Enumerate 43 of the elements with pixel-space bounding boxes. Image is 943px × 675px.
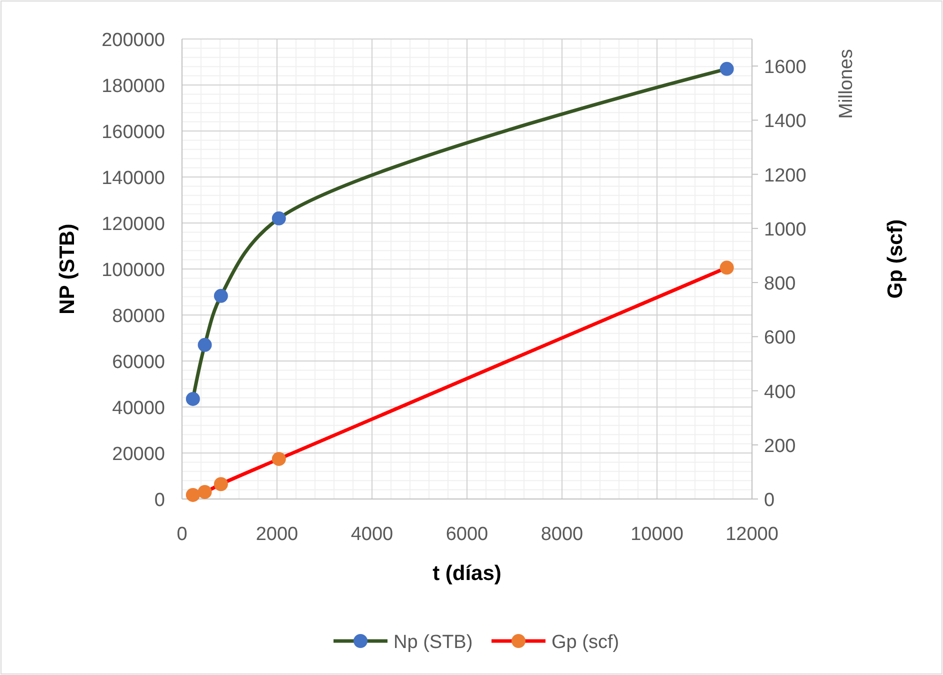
x-axis-title: t (días): [432, 562, 502, 585]
x-tick-label: 12000: [726, 524, 778, 545]
legend-label: Np (STB): [394, 632, 473, 653]
point: [720, 62, 734, 76]
point: [272, 211, 286, 226]
y2-tick-label: 1200: [764, 165, 806, 186]
y2-tick-label: 0: [764, 490, 775, 511]
y2-tick-label: 1000: [764, 219, 806, 240]
text: Millones: [836, 49, 857, 119]
x-tick-label: 10000: [630, 524, 684, 545]
y-tick-label: 100000: [102, 260, 165, 281]
y-tick-label: 200000: [102, 30, 165, 51]
x-tick-label: 8000: [540, 524, 584, 545]
y2-tick-label: 600: [764, 328, 796, 349]
y-tick-label: 80000: [112, 306, 165, 327]
y-axis-title: NP (STB): [56, 224, 79, 314]
x-tick-label: 4000: [350, 524, 394, 545]
y2-tick-label: 1400: [764, 111, 806, 132]
point: [186, 488, 200, 502]
legend-label: Gp (scf): [552, 632, 620, 653]
y-tick-label: 0: [154, 490, 165, 511]
y2-tick-label: 400: [764, 382, 796, 403]
y-tick-label: 20000: [112, 444, 165, 465]
y2-tick-label: 1600: [764, 57, 806, 78]
x-tick-label: 6000: [446, 524, 488, 545]
y2-axis-title: Gp (scf): [884, 219, 907, 299]
y-tick-label: 40000: [112, 398, 165, 419]
y-tick-label: 120000: [102, 214, 165, 235]
point: [198, 338, 212, 352]
point: [198, 484, 212, 499]
x-tick-label: 2000: [256, 524, 298, 545]
point: [186, 392, 200, 406]
y-tick-label: 60000: [112, 352, 165, 373]
point: [214, 477, 228, 492]
y-tick-label: 180000: [102, 76, 165, 97]
point: [272, 452, 286, 466]
point: [214, 288, 228, 303]
x-tick-label: 0: [176, 524, 188, 545]
y2-tick-label: 200: [764, 436, 796, 457]
y-tick-label: 160000: [102, 122, 165, 143]
point: [720, 260, 734, 275]
y-tick-label: 140000: [102, 168, 165, 189]
y2-tick-label: 800: [764, 274, 796, 295]
